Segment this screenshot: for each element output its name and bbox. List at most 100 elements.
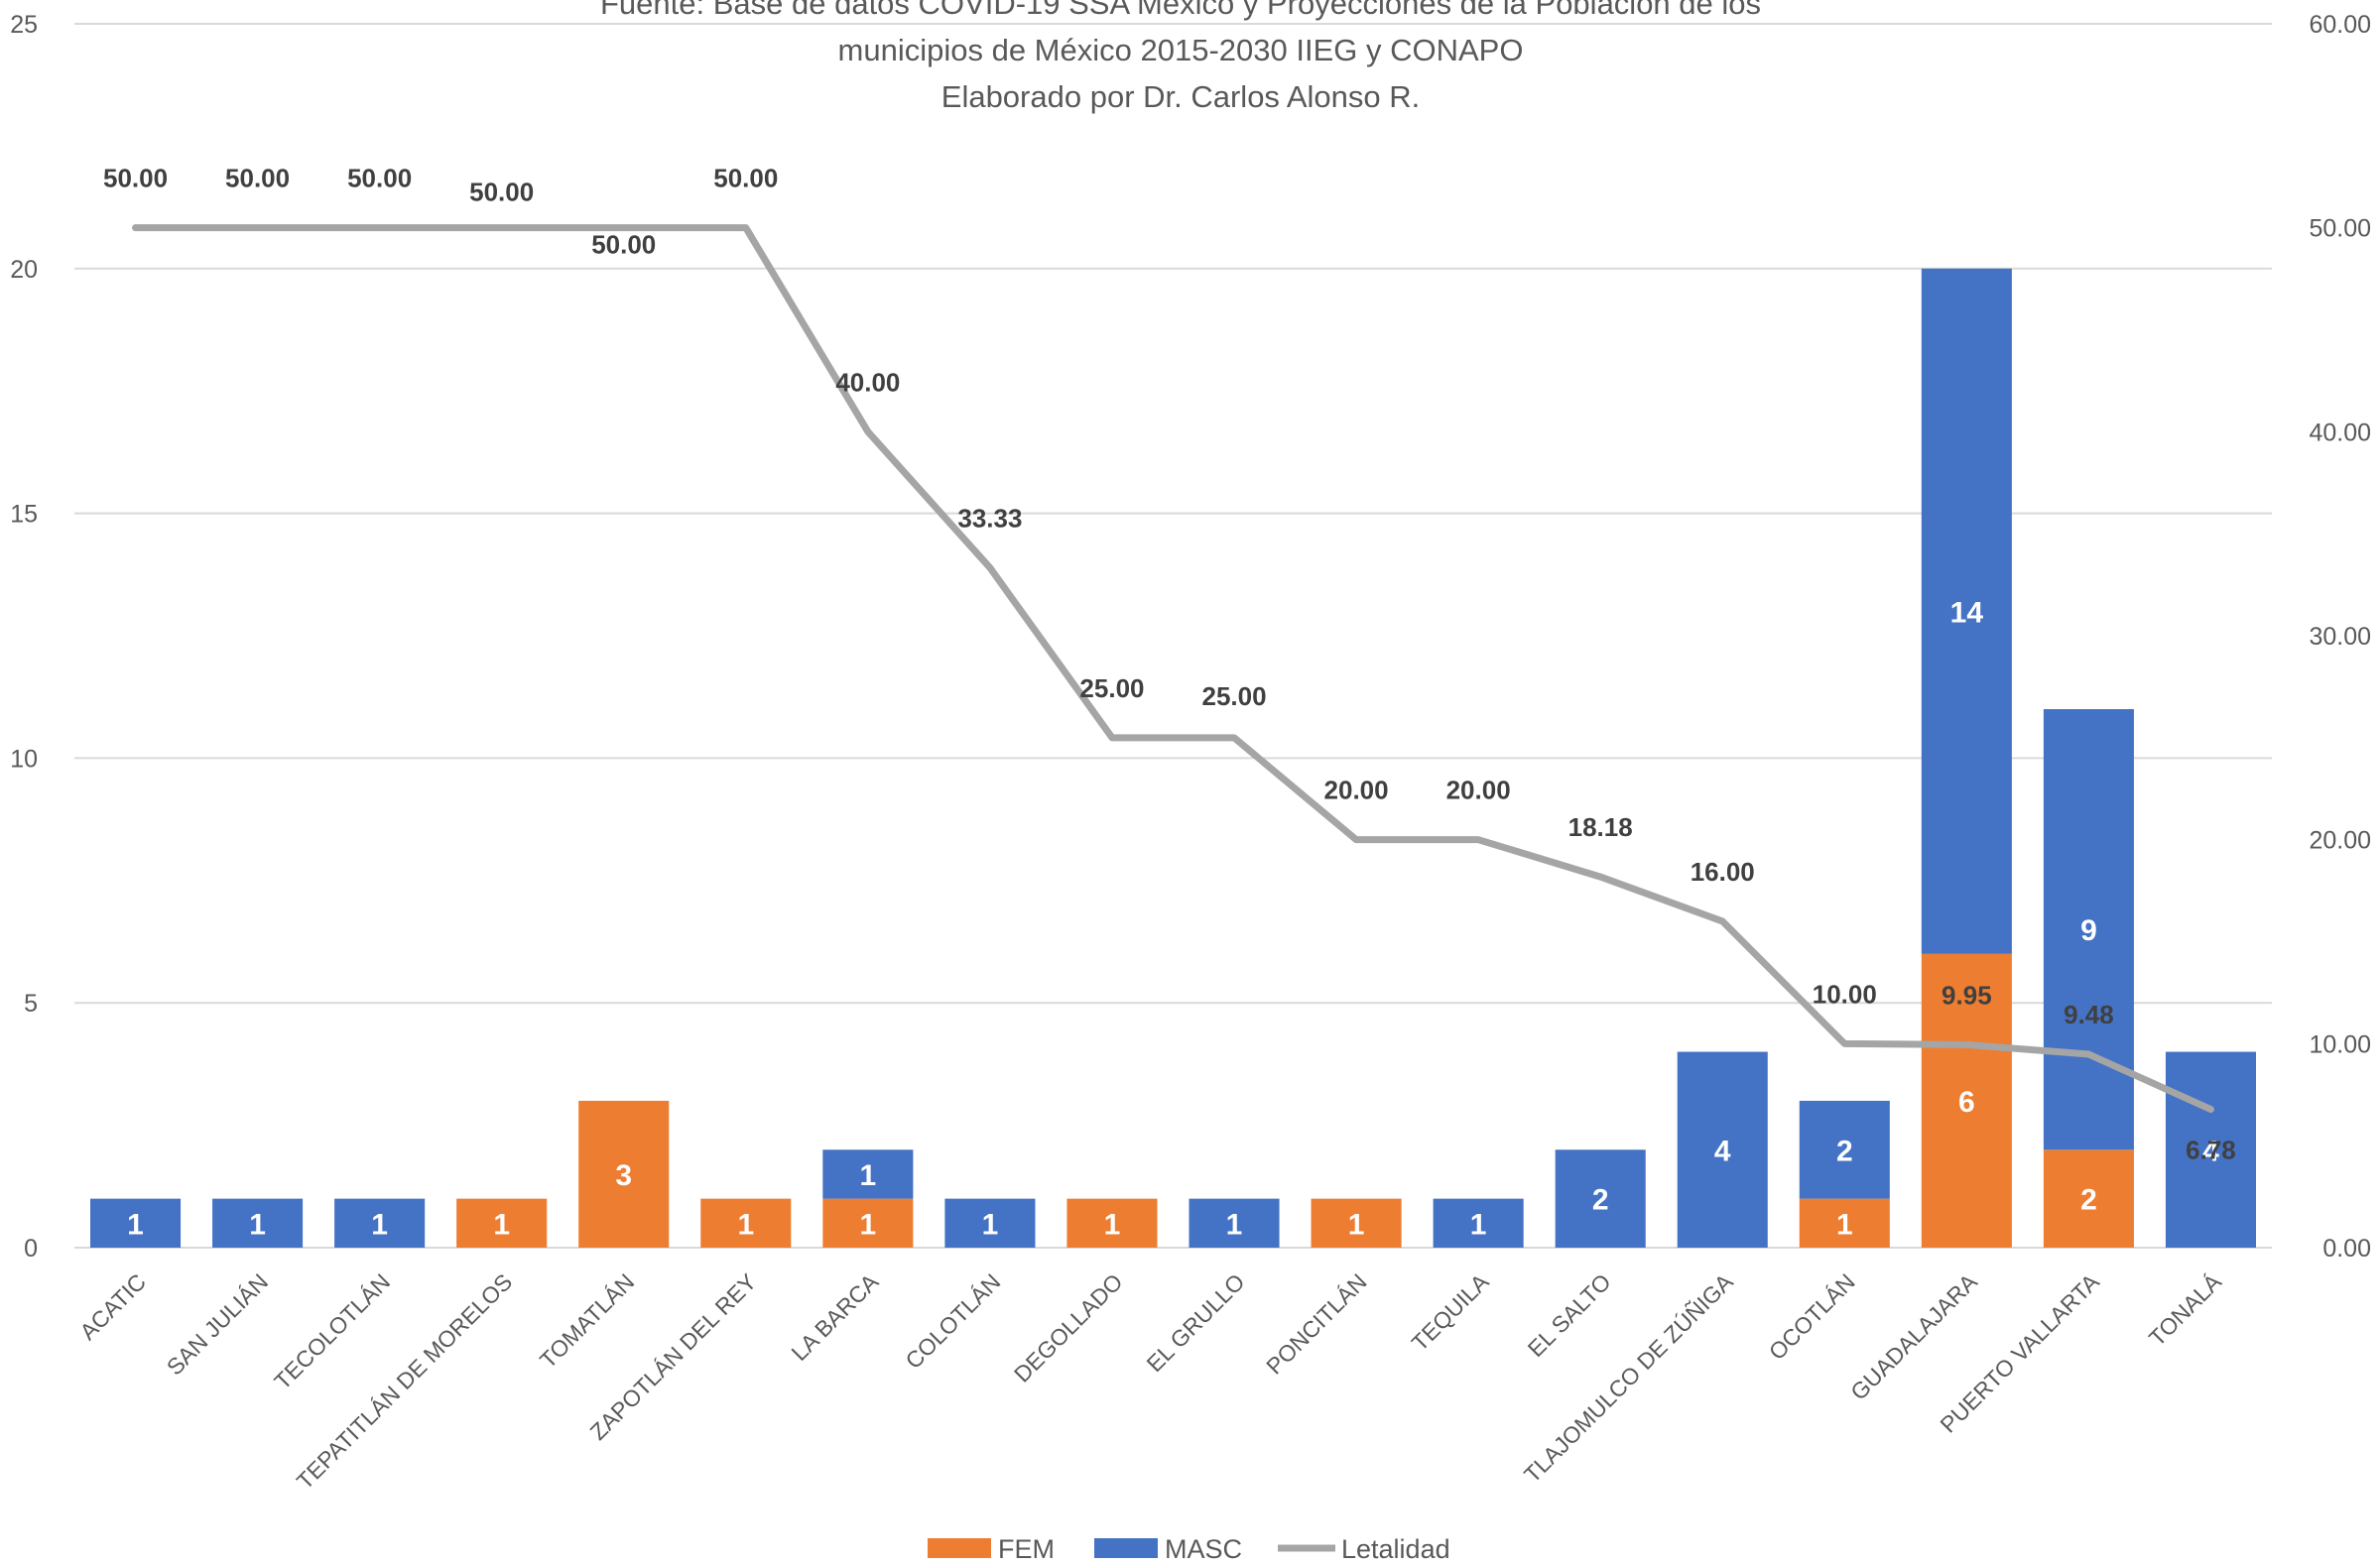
bar-value-label: 1 [1104,1208,1121,1241]
right-tick-label: 50.00 [2309,215,2371,243]
letalidad-series-line [132,224,2214,1114]
category-label: OCOTLÁN [1764,1268,1860,1365]
line-value-label: 25.00 [1201,681,1266,711]
right-tick-label: 30.00 [2309,623,2371,651]
bar-value-label: 14 [1950,596,1984,629]
line-value-label: 20.00 [1324,776,1389,805]
left-tick-label: 25 [10,11,38,39]
bar-value-label: 2 [1836,1135,1853,1167]
category-label: EL SALTO [1523,1268,1616,1362]
line-data-labels: 50.00 50.00 50.00 50.00 50.00 50.00 40.00 33.33… [103,164,2236,1165]
line-value-label: 10.00 [1813,979,1877,1009]
bar-value-label: 1 [1836,1208,1853,1241]
category-label: TOMATLÁN [535,1268,639,1373]
bar-value-label: 1 [127,1208,144,1241]
bar-masc [822,1149,914,1199]
category-label: LA BARCA [786,1268,883,1366]
bar-value-label: 6 [1958,1086,1975,1119]
category-label: ACATIC [74,1268,151,1345]
bar-masc [1799,1100,1890,1199]
left-tick-label: 5 [24,990,38,1018]
bar-fem [1066,1198,1158,1248]
category-label: GUADALAJARA [1845,1268,1982,1405]
line-value-label: 25.00 [1079,673,1144,703]
right-tick-label: 40.00 [2309,419,2371,446]
bar-masc [1555,1149,1646,1248]
bar-masc [89,1198,182,1248]
bar-masc [944,1198,1036,1248]
category-label: SAN JULIÁN [162,1268,273,1380]
right-axis-ticks: 0.00 10.00 20.00 30.00 40.00 50.00 60.00 [2309,11,2371,1263]
bar-fem [1921,953,2012,1248]
bar-value-label: 9 [2080,914,2097,947]
bar-value-label: 1 [371,1208,388,1241]
legend: FEM MASC Letalidad [928,1534,1450,1564]
bar-value-label: 3 [615,1159,632,1192]
line-value-label: 50.00 [591,230,656,260]
category-label: TECOLOTLÁN [269,1268,395,1394]
line-value-label: 9.48 [2064,1000,2114,1029]
title-line-1: municipios de México 2015-2030 IIEG y CO… [838,33,1524,67]
line-value-label: 9.95 [1942,980,1992,1010]
bar-value-label: 1 [1470,1208,1487,1241]
bar-value-label: 1 [1348,1208,1365,1241]
bar-value-label: 1 [860,1159,877,1192]
line-value-label: 50.00 [469,178,534,207]
legend-label-masc: MASC [1165,1534,1242,1564]
bar-value-label: 4 [2202,1135,2219,1167]
legend-label-fem: FEM [998,1534,1055,1564]
bar-value-label: 1 [860,1208,877,1241]
line-value-label: 50.00 [347,164,412,193]
left-tick-label: 20 [10,256,38,284]
bar-value-label: 2 [1592,1184,1609,1217]
bar-fem [700,1198,792,1248]
left-tick-label: 0 [24,1235,38,1263]
chart-title: Fuente: Base de datos COVID-19 SSA Méxic… [600,0,1761,114]
bar-fem [1799,1198,1890,1248]
line-value-label: 50.00 [713,164,778,193]
legend-swatch-masc [1094,1538,1158,1558]
category-label: PONCITLÁN [1261,1268,1371,1379]
line-value-label: 50.00 [103,164,168,193]
category-label: TEPATITLÁN DE MORELOS [292,1268,517,1494]
bar-masc [1433,1198,1524,1248]
bar-masc [334,1198,426,1248]
line-value-label: 50.00 [225,164,290,193]
bars [89,268,2257,1248]
bar-masc [1677,1051,1768,1248]
bar-masc [1921,268,2012,954]
bar-value-label: 1 [982,1208,999,1241]
gridlines [74,23,2272,1249]
letalidad-line [132,224,2214,1114]
bar-fem [2043,1149,2134,1248]
right-tick-label: 20.00 [2309,827,2371,855]
bar-value-label: 1 [249,1208,266,1241]
category-label: EL GRULLO [1141,1268,1249,1377]
line-value-label: 16.00 [1691,857,1755,887]
left-tick-label: 10 [10,745,38,773]
line-value-label: 40.00 [835,367,900,397]
line-value-label: 6.78 [2186,1136,2236,1165]
legend-label-letalidad: Letalidad [1341,1534,1450,1564]
bar-fem [1311,1198,1402,1248]
category-label: COLOTLÁN [900,1268,1005,1374]
right-tick-label: 60.00 [2309,11,2371,39]
bar-value-label: 2 [2080,1184,2097,1217]
bar-value-label: 1 [493,1208,510,1241]
line-value-label: 20.00 [1446,776,1511,805]
category-label: TLAJOMULCO DE ZÚÑIGA [1519,1268,1738,1488]
bar-value-label: 4 [1714,1135,1731,1167]
category-label: TEQUILA [1407,1268,1494,1356]
bar-masc [212,1198,304,1248]
bar-masc [1189,1198,1280,1248]
category-label: DEGOLLADO [1009,1268,1128,1387]
bar-value-label: 1 [1226,1208,1243,1241]
bar-fem [456,1198,548,1248]
bar-masc [2165,1051,2257,1248]
right-tick-label: 10.00 [2309,1030,2371,1058]
legend-swatch-fem [928,1538,991,1558]
category-label: TONALÁ [2144,1268,2227,1352]
